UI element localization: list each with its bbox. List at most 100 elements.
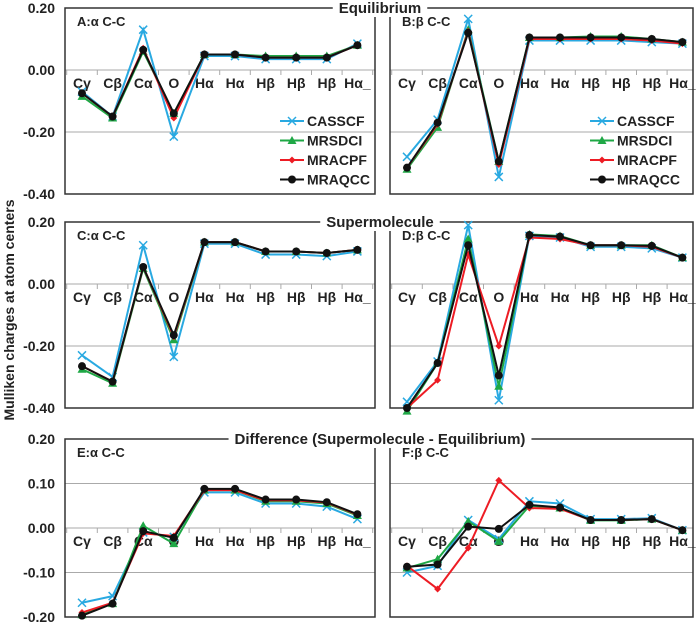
legend-marker — [598, 156, 606, 164]
y-tick-label: -0.40 — [23, 400, 55, 416]
x-category-label: Hα_ — [344, 289, 371, 305]
data-point-mraqcc — [78, 611, 86, 620]
x-category-label: Hβ — [642, 289, 661, 305]
series-line-mraqcc — [406, 29, 683, 169]
legend-label: MRAQCC — [617, 172, 680, 188]
data-point-mraqcc — [617, 515, 626, 524]
y-tick-label: 0.00 — [28, 276, 55, 292]
series-line-mrsdci — [81, 241, 358, 385]
data-point-mraqcc — [292, 247, 301, 256]
y-tick-label: -0.10 — [23, 565, 55, 581]
data-point-mraqcc — [231, 50, 239, 59]
data-point-mraqcc — [678, 38, 687, 47]
series-line-mrsdci — [81, 489, 358, 616]
y-tick-label: -0.20 — [23, 338, 55, 354]
x-category-label: Hβ — [317, 533, 336, 549]
x-category-label: O — [493, 75, 504, 91]
data-point-mraqcc — [617, 241, 626, 250]
data-point-mraqcc — [647, 241, 656, 250]
data-point-mracpf — [464, 544, 472, 552]
data-point-mraqcc — [678, 526, 687, 535]
legend-marker — [597, 116, 607, 126]
x-category-label: Cβ — [103, 289, 122, 305]
data-point-mraqcc — [403, 562, 411, 571]
series-line-casscf — [406, 18, 683, 178]
data-point-mraqcc — [353, 41, 362, 50]
data-point-mraqcc — [494, 157, 503, 166]
data-point-mraqcc — [556, 33, 564, 42]
legend-label: MRACPF — [617, 152, 677, 168]
data-point-mraqcc — [586, 241, 595, 250]
data-point-mraqcc — [78, 362, 86, 371]
data-point-casscf — [138, 240, 148, 250]
data-point-mraqcc — [433, 359, 442, 368]
panel-title: F:β C-C — [402, 445, 450, 460]
data-point-casscf — [494, 395, 504, 405]
data-point-mracpf — [434, 585, 442, 593]
x-category-label: Hβ — [287, 289, 306, 305]
panel-title: A:α C-C — [77, 14, 126, 29]
data-point-mraqcc — [403, 404, 411, 412]
data-point-casscf — [402, 152, 412, 162]
x-category-label: Cβ — [428, 75, 447, 91]
x-category-label: Cα — [459, 289, 478, 305]
y-tick-label: 0.20 — [28, 0, 55, 16]
data-point-mraqcc — [139, 45, 148, 54]
data-point-mraqcc — [678, 253, 687, 262]
panel-frame — [389, 7, 694, 195]
x-category-label: Hβ — [287, 75, 306, 91]
data-point-mracpf — [495, 342, 503, 350]
y-tick-label: 0.00 — [28, 520, 55, 536]
data-point-mraqcc — [322, 498, 331, 507]
data-point-mraqcc — [433, 560, 442, 569]
data-point-casscf — [169, 352, 179, 362]
section-title: Difference (Supermolecule - Equilibrium) — [235, 431, 526, 448]
data-point-mraqcc — [464, 522, 473, 531]
y-tick-label: -0.20 — [23, 124, 55, 140]
x-category-label: Cγ — [398, 533, 416, 549]
data-point-casscf — [77, 598, 87, 608]
x-category-label: Cα — [459, 75, 478, 91]
legend-label: MRACPF — [307, 152, 367, 168]
data-point-mraqcc — [292, 53, 301, 62]
data-point-mraqcc — [261, 247, 270, 256]
series-line-casscf — [406, 224, 683, 403]
series-line-mraqcc — [406, 233, 683, 409]
data-point-casscf — [77, 350, 87, 360]
data-point-mraqcc — [647, 35, 656, 43]
x-category-label: Hα — [551, 75, 570, 91]
section-title-bg — [320, 214, 440, 231]
x-category-label: Hβ — [287, 533, 306, 549]
x-category-label: Cβ — [428, 289, 447, 305]
x-category-label: Hβ — [256, 75, 275, 91]
x-category-label: Hα — [195, 75, 214, 91]
x-category-label: Hβ — [642, 533, 661, 549]
series-line-mraqcc — [81, 241, 358, 384]
data-point-mraqcc — [647, 515, 656, 524]
legend-label: CASSCF — [617, 113, 675, 129]
data-point-mrsdci — [463, 234, 473, 243]
section-title: Supermolecule — [326, 214, 434, 231]
x-category-label: Hβ — [612, 75, 631, 91]
data-point-mracpf — [495, 476, 503, 484]
x-category-label: Hβ — [642, 75, 661, 91]
panel-title: B:β C-C — [402, 14, 451, 29]
legend-label: MRSDCI — [617, 133, 672, 149]
x-category-label: Hα_ — [669, 289, 696, 305]
legend-label: MRSDCI — [307, 133, 362, 149]
panel-title: E:α C-C — [77, 445, 125, 460]
x-category-label: O — [168, 289, 179, 305]
data-point-mraqcc — [169, 533, 178, 542]
y-tick-label: -0.40 — [23, 186, 55, 202]
data-point-mraqcc — [322, 53, 331, 62]
data-point-mraqcc — [200, 50, 209, 59]
x-category-label: Hβ — [317, 289, 336, 305]
data-point-mraqcc — [353, 245, 362, 254]
x-category-label: Cγ — [398, 75, 416, 91]
x-category-label: Hα — [195, 533, 214, 549]
data-point-casscf — [463, 14, 473, 24]
data-point-mrsdci — [494, 381, 504, 390]
x-category-label: Hβ — [612, 533, 631, 549]
x-category-label: Hβ — [317, 75, 336, 91]
